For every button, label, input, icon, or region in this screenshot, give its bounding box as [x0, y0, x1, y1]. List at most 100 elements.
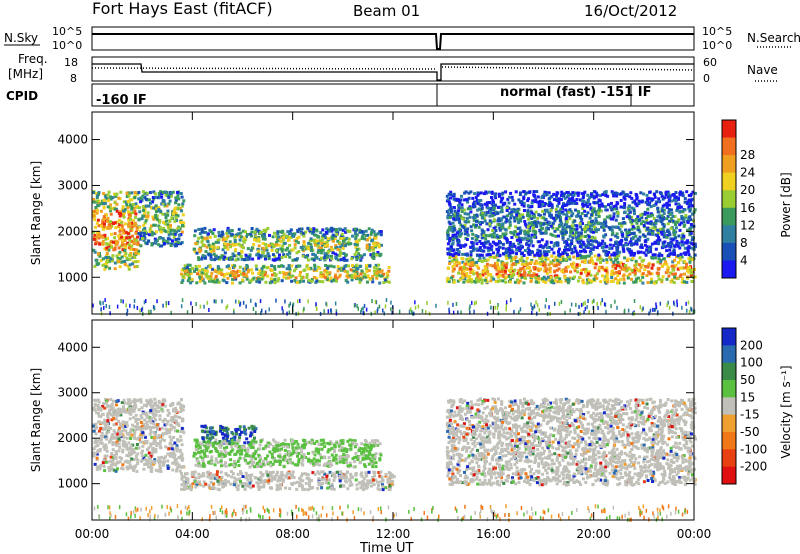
heatmap-cell: [360, 230, 364, 233]
heatmap-cell: [599, 261, 602, 264]
heatmap-cell: [498, 228, 502, 232]
heatmap-cell: [512, 233, 516, 237]
heatmap-cell: [532, 272, 536, 276]
heatmap-cell: [330, 279, 334, 283]
heatmap-cell: [296, 230, 300, 234]
heatmap-cell: [114, 226, 118, 230]
heatmap-cell: [298, 280, 302, 283]
heatmap-cell: [575, 227, 579, 231]
heatmap-cell: [514, 255, 518, 259]
heatmap-cell: [631, 225, 635, 229]
heatmap-cell: [527, 243, 531, 247]
heatmap-cell: [688, 260, 692, 264]
heatmap-cell: [357, 247, 361, 251]
heatmap-cell: [317, 245, 321, 249]
heatmap-cell: [398, 309, 401, 314]
heatmap-cell: [129, 437, 133, 440]
heatmap-cell: [538, 199, 542, 203]
heatmap-cell: [471, 232, 475, 236]
heatmap-cell: [385, 280, 388, 283]
heatmap-cell: [307, 241, 311, 245]
heatmap-cell: [497, 270, 501, 274]
heatmap-cell: [174, 196, 178, 200]
heatmap-cell: [121, 248, 125, 252]
heatmap-cell: [495, 233, 499, 237]
heatmap-cell: [593, 201, 597, 205]
heatmap-cell: [520, 262, 524, 266]
heatmap-cell: [523, 271, 527, 275]
heatmap-cell: [571, 196, 574, 200]
heatmap-cell: [371, 238, 374, 242]
heatmap-cell: [305, 276, 309, 279]
heatmap-cell: [636, 250, 640, 254]
heatmap-cell: [340, 243, 344, 247]
heatmap-cell: [228, 257, 232, 261]
heatmap-cell: [692, 309, 695, 314]
heatmap-cell: [312, 227, 316, 231]
heatmap-cell: [632, 207, 636, 211]
heatmap-cell: [617, 264, 621, 267]
heatmap-cell: [446, 242, 450, 246]
heatmap-cell: [338, 241, 342, 245]
heatmap-cell: [678, 258, 682, 262]
heatmap-cell: [563, 245, 567, 249]
heatmap-cell: [526, 204, 530, 208]
heatmap-cell: [661, 227, 665, 231]
heatmap-cell: [347, 264, 350, 268]
heatmap-cell: [129, 203, 132, 207]
heatmap-cell: [303, 306, 305, 311]
heatmap-cell: [463, 220, 467, 223]
heatmap-cell: [173, 244, 177, 248]
heatmap-cell: [131, 203, 135, 206]
heatmap-cell: [505, 217, 508, 221]
heatmap-cell: [668, 194, 671, 198]
heatmap-cell: [589, 273, 593, 277]
heatmap-cell: [557, 200, 561, 204]
heatmap-cell: [510, 236, 514, 239]
heatmap-cell: [147, 198, 151, 202]
heatmap-cell: [619, 199, 623, 202]
heatmap-cell: [661, 222, 665, 226]
heatmap-cell: [554, 213, 558, 217]
heatmap-cell: [371, 253, 375, 257]
heatmap-cell: [105, 254, 108, 258]
heatmap-cell: [610, 260, 614, 264]
heatmap-cell: [234, 248, 238, 252]
heatmap-cell: [665, 277, 669, 281]
heatmap-cell: [97, 252, 100, 256]
heatmap-cell: [587, 272, 590, 276]
heatmap-cell: [558, 261, 562, 265]
heatmap-cell: [210, 245, 214, 249]
heatmap-cell: [557, 247, 561, 251]
heatmap-cell: [647, 248, 650, 252]
heatmap-cell: [654, 219, 658, 223]
heatmap-cell: [203, 226, 207, 230]
heatmap-cell: [196, 272, 199, 276]
heatmap-cell: [326, 276, 329, 280]
heatmap-cell: [637, 199, 641, 203]
heatmap-cell: [375, 276, 379, 280]
heatmap-cell: [109, 212, 113, 216]
heatmap-cell: [334, 273, 338, 277]
heatmap-cell: [335, 279, 338, 283]
heatmap-cell: [382, 308, 384, 313]
heatmap-cell: [644, 264, 648, 268]
heatmap-cell: [355, 233, 359, 237]
heatmap-cell: [445, 210, 449, 214]
heatmap-cell: [539, 256, 543, 259]
heatmap-cell: [459, 246, 463, 249]
heatmap-cell: [599, 194, 602, 197]
heatmap-cell: [208, 264, 212, 268]
heatmap-cell: [463, 198, 467, 202]
heatmap-cell: [518, 279, 522, 283]
heatmap-cell: [551, 259, 555, 263]
heatmap-cell: [117, 429, 120, 433]
heatmap-cell: [496, 242, 500, 246]
heatmap-cell: [197, 256, 200, 260]
heatmap-cell: [615, 232, 619, 236]
heatmap-cell: [112, 413, 116, 416]
heatmap-cell: [497, 248, 500, 252]
heatmap-cell: [335, 232, 339, 236]
heatmap-cell: [453, 259, 456, 263]
heatmap-cell: [280, 256, 284, 259]
